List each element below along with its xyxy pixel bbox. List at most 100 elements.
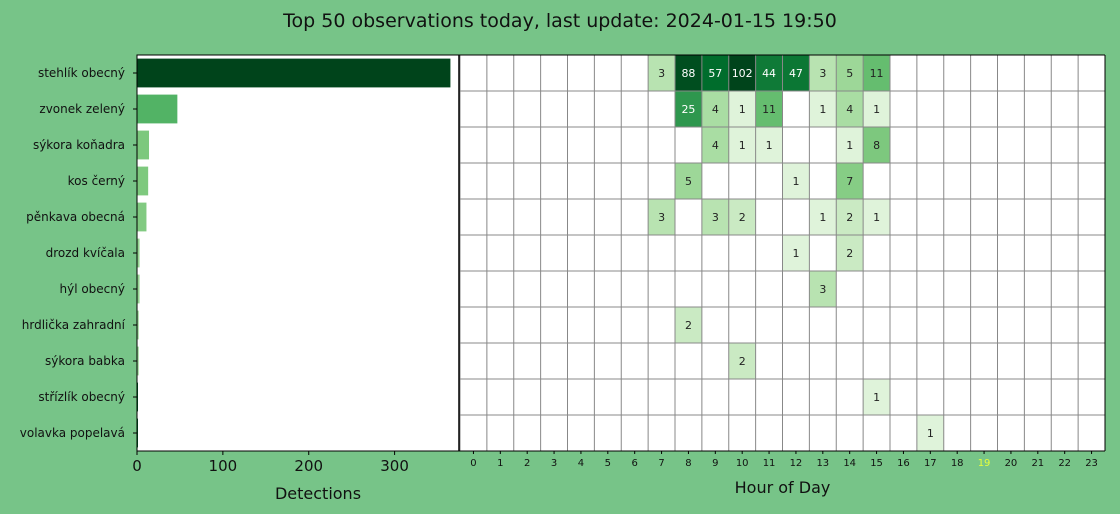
hour-label: 7 [658, 458, 664, 469]
cell-value: 1 [846, 139, 853, 152]
cell-value: 1 [792, 175, 799, 188]
hour-label: 14 [843, 458, 856, 469]
cell-value: 47 [789, 67, 803, 80]
heatmap-cell [675, 307, 702, 343]
heatmap-cell [863, 199, 890, 235]
cell-value: 3 [819, 67, 826, 80]
heatmap-cell [809, 199, 837, 235]
heatmap-cell [728, 127, 756, 163]
bar [137, 58, 451, 88]
detections-bar-chart: stehlík obecný zvonek zelený sýkora koňadr… [20, 54, 460, 503]
cell-value: 57 [708, 67, 722, 80]
heatmap-cell [648, 199, 675, 235]
cell-value: 8 [873, 139, 880, 152]
hour-label: 20 [1005, 458, 1018, 469]
species-label: zvonek zelený [39, 102, 125, 116]
heatmap-cell [863, 127, 890, 163]
cell-value: 1 [739, 103, 746, 116]
heatmap-cell [755, 55, 783, 91]
hour-label: 4 [578, 458, 584, 469]
hour-label: 18 [951, 458, 964, 469]
heatmap-cell [728, 199, 756, 235]
heatmap-cell [728, 55, 756, 91]
hour-label: 5 [605, 458, 611, 469]
species-label: střízlík obecný [38, 390, 125, 404]
hour-label: 2 [524, 458, 530, 469]
heatmap-cell [701, 127, 729, 163]
heatmap-cell [863, 91, 890, 127]
x-tick-label: 200 [294, 457, 323, 475]
heatmap-cell [648, 55, 675, 91]
x-axis-label: Detections [275, 484, 361, 503]
bar [137, 346, 139, 376]
heatmap-cell [836, 127, 864, 163]
cell-value: 2 [739, 355, 746, 368]
species-label: stehlík obecný [38, 66, 125, 80]
hour-label: 3 [551, 458, 557, 469]
hour-label: 1 [497, 458, 503, 469]
heatmap-cell [863, 55, 890, 91]
species-label: sýkora babka [45, 354, 125, 368]
cell-value: 1 [927, 427, 934, 440]
hour-label: 16 [897, 458, 910, 469]
species-label: drozd kvíčala [46, 246, 125, 260]
heatmap-cell [863, 379, 890, 415]
heatmap-cell [836, 55, 864, 91]
cell-value: 2 [846, 247, 853, 260]
species-label: kos černý [68, 174, 125, 188]
current-hour-label: 19 [978, 458, 991, 469]
bar [137, 130, 150, 160]
cell-value: 3 [658, 211, 665, 224]
chart-title: Top 50 observations today, last update: … [283, 10, 837, 32]
cell-value: 3 [712, 211, 719, 224]
cell-value: 2 [846, 211, 853, 224]
hour-label: 23 [1085, 458, 1098, 469]
heatmap-cell [782, 55, 810, 91]
species-label: sýkora koňadra [33, 138, 125, 152]
cell-value: 1 [873, 211, 880, 224]
cell-value: 3 [819, 283, 826, 296]
heatmap-cell [836, 235, 864, 271]
cell-value: 4 [846, 103, 853, 116]
species-label: hýl obecný [59, 282, 125, 296]
hour-label: 22 [1058, 458, 1071, 469]
heatmap-cell [755, 91, 783, 127]
bar [137, 238, 140, 268]
cell-value: 3 [658, 67, 665, 80]
heatmap-cell [809, 55, 837, 91]
hour-label: 15 [870, 458, 883, 469]
heatmap-cell [701, 55, 729, 91]
bar [137, 274, 140, 304]
bar [137, 94, 178, 124]
bar [137, 202, 147, 232]
cell-value: 1 [873, 103, 880, 116]
heatmap-cell [675, 55, 702, 91]
cell-value: 1 [792, 247, 799, 260]
hour-label: 8 [685, 458, 691, 469]
x-tick-label: 0 [132, 457, 142, 475]
bar-plot-area [137, 55, 459, 451]
hour-label: 11 [763, 458, 776, 469]
cell-value: 1 [739, 139, 746, 152]
hour-label: 10 [736, 458, 749, 469]
hour-label: 0 [470, 458, 476, 469]
heatmap-cell [701, 199, 729, 235]
hour-label: 21 [1031, 458, 1044, 469]
heatmap-x-axis-label: Hour of Day [735, 478, 831, 497]
heatmap-cell [701, 91, 729, 127]
heatmap-cell [728, 91, 756, 127]
heatmap-cell [836, 91, 864, 127]
cell-value: 4 [712, 103, 719, 116]
cell-value: 1 [873, 391, 880, 404]
species-label: volavka popelavá [20, 426, 125, 440]
cell-value: 2 [685, 319, 692, 332]
cell-value: 5 [846, 67, 853, 80]
hour-label: 13 [816, 458, 829, 469]
cell-value: 88 [681, 67, 695, 80]
cell-value: 7 [846, 175, 853, 188]
cell-value: 1 [766, 139, 773, 152]
cell-value: 11 [870, 67, 884, 80]
cell-value: 25 [681, 103, 695, 116]
